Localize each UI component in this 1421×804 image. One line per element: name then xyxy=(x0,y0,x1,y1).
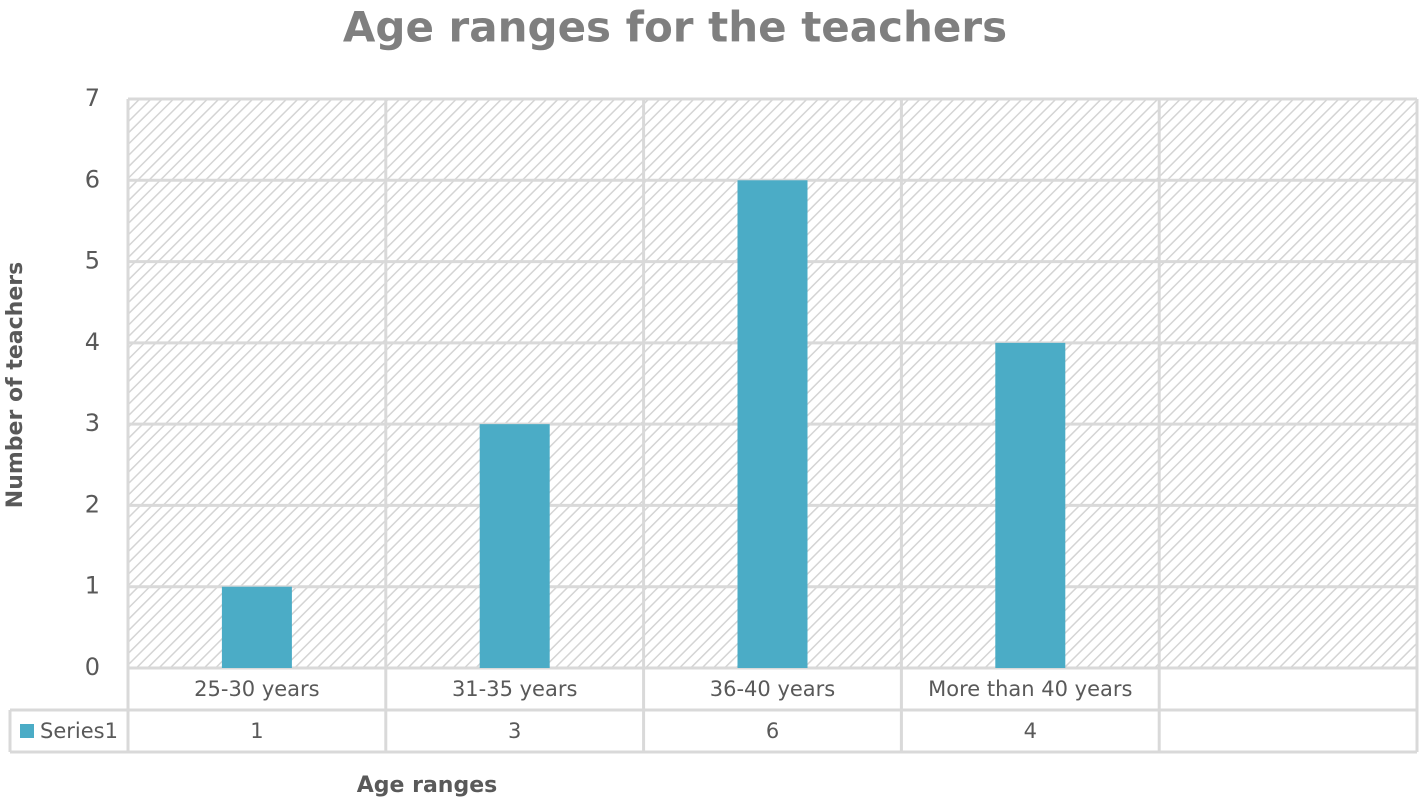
y-tick-label: 5 xyxy=(85,247,100,275)
y-tick-label: 1 xyxy=(85,572,100,600)
x-axis-title: Age ranges xyxy=(357,773,497,798)
bar xyxy=(737,180,808,669)
bar xyxy=(995,342,1066,668)
y-tick-label: 2 xyxy=(85,490,100,518)
bar xyxy=(479,424,550,668)
y-tick-label: 0 xyxy=(85,653,100,681)
table-value: 6 xyxy=(766,719,779,743)
bar xyxy=(221,586,292,668)
x-tick-label: More than 40 years xyxy=(928,677,1132,701)
y-tick-label: 4 xyxy=(85,328,100,356)
y-tick-label: 3 xyxy=(85,409,100,437)
table-value: 4 xyxy=(1024,719,1037,743)
y-axis-title: Number of teachers xyxy=(3,262,28,508)
table-value: 3 xyxy=(508,719,521,743)
chart-title: Age ranges for the teachers xyxy=(343,3,1007,52)
y-tick-label: 7 xyxy=(85,84,100,112)
legend-label: Series1 xyxy=(40,719,118,743)
legend-swatch xyxy=(20,724,34,738)
y-tick-label: 6 xyxy=(85,165,100,193)
x-tick-label: 25-30 years xyxy=(194,677,320,701)
x-tick-label: 31-35 years xyxy=(452,677,578,701)
table-value: 1 xyxy=(250,719,263,743)
x-tick-label: 36-40 years xyxy=(710,677,836,701)
